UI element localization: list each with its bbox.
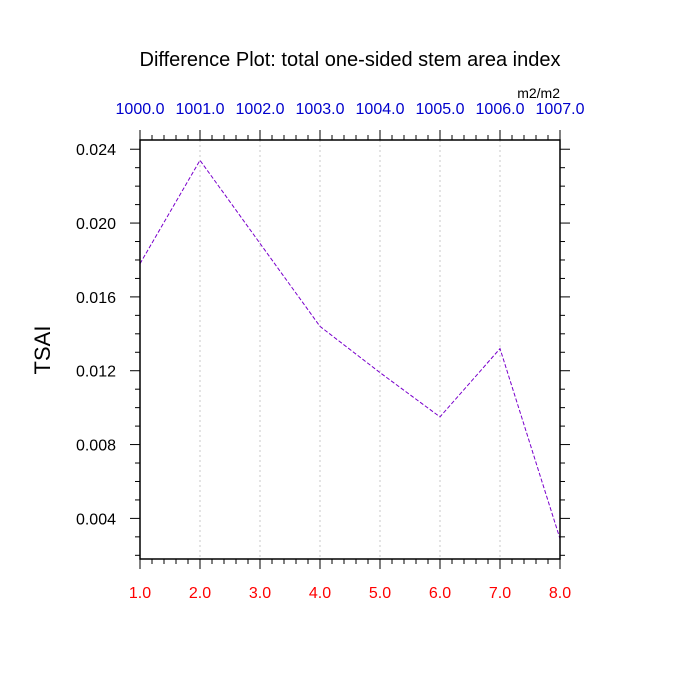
x-tick-label: 7.0 (489, 585, 511, 602)
x-tick-label: 2.0 (189, 585, 211, 602)
top-tick-label: 1003.0 (296, 101, 345, 118)
x-tick-label: 3.0 (249, 585, 271, 602)
y-tick-label: 0.024 (76, 142, 116, 159)
x-tick-label: 6.0 (429, 585, 451, 602)
units-label: m2/m2 (517, 85, 560, 101)
x-tick-label: 5.0 (369, 585, 391, 602)
top-tick-label: 1000.0 (116, 101, 165, 118)
tick-labels: 1.0 2.0 3.0 4.0 5.0 6.0 7.0 8.0 1000.0 1001.0 1002… (76, 101, 585, 602)
y-tick-label: 0.012 (76, 364, 116, 381)
x-tick-label: 1.0 (129, 585, 151, 602)
axis-ticks (130, 130, 570, 569)
y-tick-label: 0.020 (76, 216, 116, 233)
top-tick-label: 1004.0 (356, 101, 405, 118)
chart-title: Difference Plot: total one-sided stem ar… (140, 49, 561, 71)
series-group (139, 159, 561, 539)
top-tick-label: 1001.0 (176, 101, 225, 118)
y-tick-label: 0.004 (76, 511, 116, 528)
y-tick-label: 0.008 (76, 438, 116, 455)
top-tick-label: 1002.0 (236, 101, 285, 118)
y-tick-label: 0.016 (76, 290, 116, 307)
plot-frame (139, 139, 561, 560)
top-tick-label: 1006.0 (476, 101, 525, 118)
top-tick-label: 1007.0 (536, 101, 585, 118)
x-tick-label: 4.0 (309, 585, 331, 602)
top-tick-label: 1005.0 (416, 101, 465, 118)
x-tick-label: 8.0 (549, 585, 571, 602)
difference-series-line (139, 159, 561, 539)
y-axis-label: TSAI (30, 326, 55, 375)
